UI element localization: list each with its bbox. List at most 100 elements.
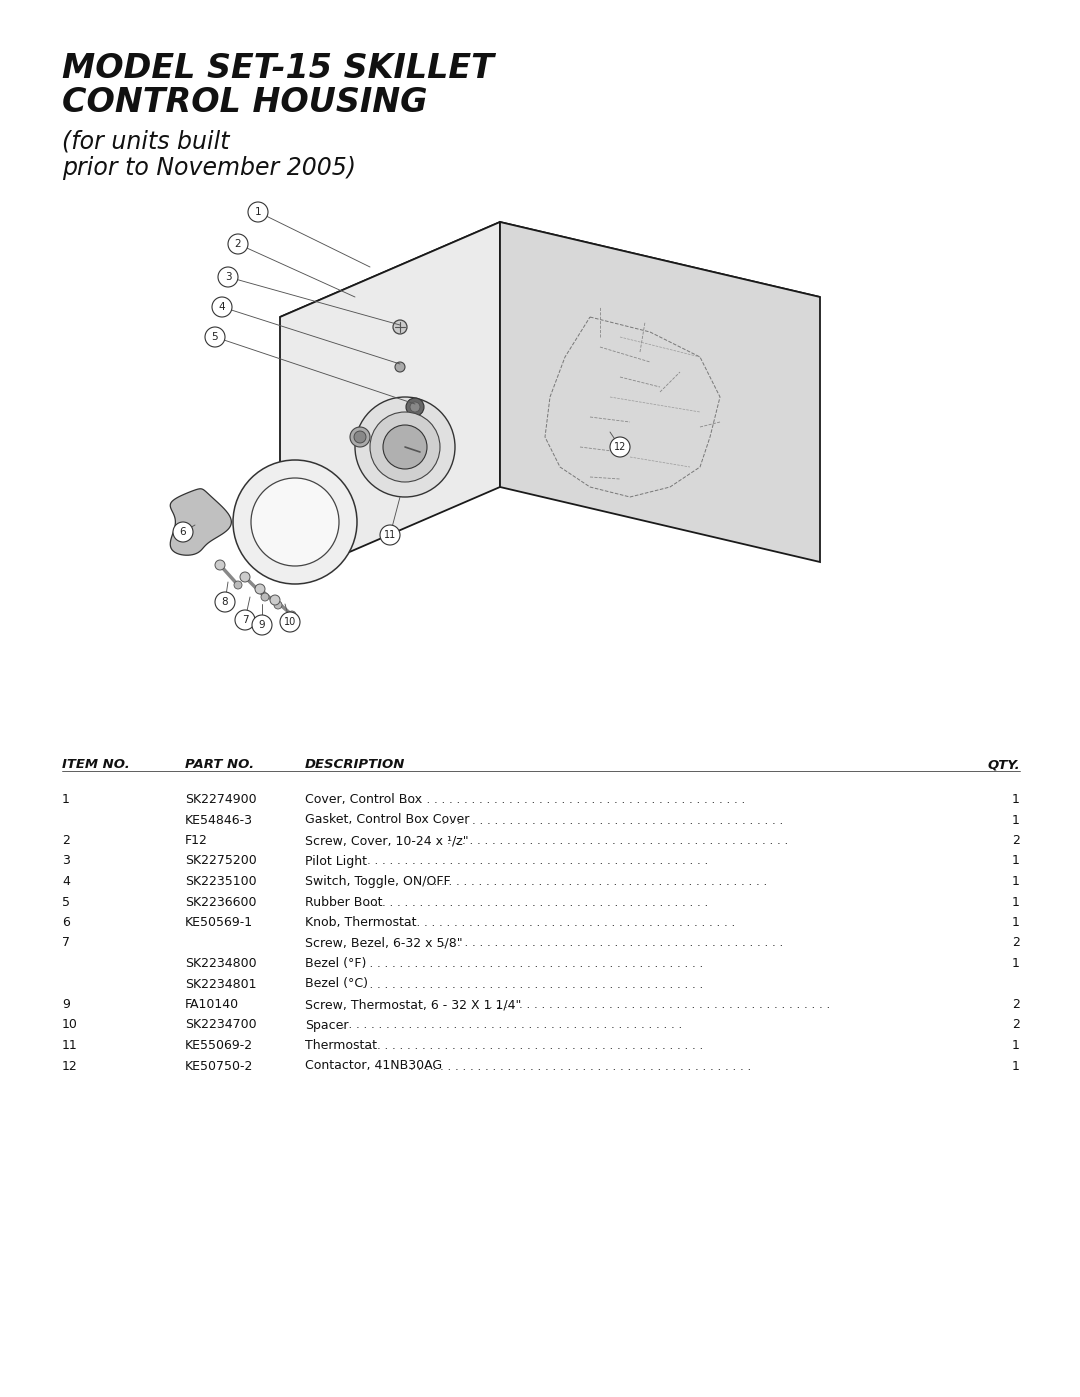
Text: 2: 2 [62, 834, 70, 847]
Text: 2: 2 [234, 239, 241, 249]
Circle shape [215, 560, 225, 570]
Text: QTY.: QTY. [987, 759, 1020, 771]
Text: FA10140: FA10140 [185, 997, 239, 1011]
Circle shape [233, 460, 357, 584]
Text: Screw, Cover, 10-24 x ¹/z": Screw, Cover, 10-24 x ¹/z" [305, 834, 469, 847]
Text: 1: 1 [1012, 855, 1020, 868]
Text: SK2234800: SK2234800 [185, 957, 257, 970]
Text: 1: 1 [1012, 1039, 1020, 1052]
Text: 1: 1 [62, 793, 70, 806]
Text: CONTROL HOUSING: CONTROL HOUSING [62, 87, 428, 119]
Text: 1: 1 [255, 207, 261, 217]
Text: SK2234801: SK2234801 [185, 978, 257, 990]
Circle shape [205, 327, 225, 346]
Circle shape [252, 615, 272, 636]
Text: Contactor, 41NB30AG: Contactor, 41NB30AG [305, 1059, 442, 1073]
Text: Thermostat: Thermostat [305, 1039, 377, 1052]
Circle shape [406, 398, 424, 416]
Text: SK2234700: SK2234700 [185, 1018, 257, 1031]
Circle shape [270, 595, 280, 605]
Text: . . . . . . . . . . . . . . . . . . . . . . . . . . . . . . . . . . . . . . . . : . . . . . . . . . . . . . . . . . . . . … [362, 957, 703, 970]
Circle shape [274, 601, 282, 609]
Text: SK2236600: SK2236600 [185, 895, 257, 908]
Text: 2: 2 [1012, 997, 1020, 1011]
Text: SK2275200: SK2275200 [185, 855, 257, 868]
Circle shape [610, 437, 630, 457]
Circle shape [251, 478, 339, 566]
Text: 3: 3 [62, 855, 70, 868]
Text: KE55069-2: KE55069-2 [185, 1039, 253, 1052]
Text: . . . . . . . . . . . . . . . . . . . . . . . . . . . . . . . . . . . . . . . . : . . . . . . . . . . . . . . . . . . . . … [404, 793, 745, 806]
Text: 12: 12 [613, 441, 626, 453]
Text: . . . . . . . . . . . . . . . . . . . . . . . . . . . . . . . . . . . . . . . . : . . . . . . . . . . . . . . . . . . . . … [409, 1059, 751, 1073]
Circle shape [370, 412, 440, 482]
Circle shape [395, 362, 405, 372]
Circle shape [215, 592, 235, 612]
Text: Pilot Light: Pilot Light [305, 855, 367, 868]
Text: KE50750-2: KE50750-2 [185, 1059, 254, 1073]
Text: 1: 1 [1012, 895, 1020, 908]
Text: (for units built: (for units built [62, 130, 229, 154]
Text: DESCRIPTION: DESCRIPTION [305, 759, 405, 771]
Polygon shape [280, 222, 500, 583]
Text: 5: 5 [212, 332, 218, 342]
Text: Screw, Thermostat, 6 - 32 X 1 1/4": Screw, Thermostat, 6 - 32 X 1 1/4" [305, 997, 522, 1011]
Text: prior to November 2005): prior to November 2005) [62, 156, 356, 180]
Circle shape [380, 525, 400, 545]
Circle shape [228, 235, 248, 254]
Text: 2: 2 [1012, 834, 1020, 847]
Text: . . . . . . . . . . . . . . . . . . . . . . . . . . . . . . . . . . . . . . . . : . . . . . . . . . . . . . . . . . . . . … [447, 834, 788, 847]
Circle shape [393, 320, 407, 334]
Text: 10: 10 [62, 1018, 78, 1031]
Text: . . . . . . . . . . . . . . . . . . . . . . . . . . . . . . . . . . . . . . . . : . . . . . . . . . . . . . . . . . . . . … [442, 813, 783, 827]
Text: . . . . . . . . . . . . . . . . . . . . . . . . . . . . . . . . . . . . . . . . : . . . . . . . . . . . . . . . . . . . . … [367, 855, 708, 868]
Circle shape [410, 402, 420, 412]
Text: . . . . . . . . . . . . . . . . . . . . . . . . . . . . . . . . . . . . . . . . : . . . . . . . . . . . . . . . . . . . . … [489, 997, 831, 1011]
Text: Bezel (°C): Bezel (°C) [305, 978, 368, 990]
Text: SK2274900: SK2274900 [185, 793, 257, 806]
Circle shape [248, 203, 268, 222]
Text: 11: 11 [62, 1039, 78, 1052]
Text: Screw, Bezel, 6-32 x 5/8": Screw, Bezel, 6-32 x 5/8" [305, 936, 462, 950]
Text: 12: 12 [62, 1059, 78, 1073]
Text: . . . . . . . . . . . . . . . . . . . . . . . . . . . . . . . . . . . . . . . . : . . . . . . . . . . . . . . . . . . . . … [442, 936, 783, 950]
Polygon shape [171, 489, 231, 555]
Text: . . . . . . . . . . . . . . . . . . . . . . . . . . . . . . . . . . . . . . . . : . . . . . . . . . . . . . . . . . . . . … [341, 1018, 683, 1031]
Text: . . . . . . . . . . . . . . . . . . . . . . . . . . . . . . . . . . . . . . . . : . . . . . . . . . . . . . . . . . . . . … [362, 1039, 703, 1052]
Text: ITEM NO.: ITEM NO. [62, 759, 130, 771]
Text: SK2235100: SK2235100 [185, 875, 257, 888]
Text: 1: 1 [1012, 875, 1020, 888]
Text: 1: 1 [1012, 793, 1020, 806]
Text: 6: 6 [179, 527, 187, 536]
Text: Switch, Toggle, ON/OFF: Switch, Toggle, ON/OFF [305, 875, 450, 888]
Text: MODEL SET-15 SKILLET: MODEL SET-15 SKILLET [62, 52, 494, 85]
Circle shape [173, 522, 193, 542]
Polygon shape [500, 222, 820, 562]
Circle shape [212, 298, 232, 317]
Circle shape [234, 581, 242, 590]
Text: 7: 7 [62, 936, 70, 950]
Text: 1: 1 [1012, 813, 1020, 827]
Circle shape [261, 592, 269, 601]
Circle shape [355, 397, 455, 497]
Text: Bezel (°F): Bezel (°F) [305, 957, 366, 970]
Text: 9: 9 [259, 620, 266, 630]
Text: KE54846-3: KE54846-3 [185, 813, 253, 827]
Polygon shape [280, 222, 820, 393]
Circle shape [235, 610, 255, 630]
Text: Knob, Thermostat: Knob, Thermostat [305, 916, 417, 929]
Circle shape [350, 427, 370, 447]
Text: . . . . . . . . . . . . . . . . . . . . . . . . . . . . . . . . . . . . . . . . : . . . . . . . . . . . . . . . . . . . . … [367, 895, 708, 908]
Text: 1: 1 [1012, 916, 1020, 929]
Circle shape [383, 425, 427, 469]
Circle shape [255, 584, 265, 594]
Text: 2: 2 [1012, 1018, 1020, 1031]
Text: 4: 4 [218, 302, 226, 312]
Text: . . . . . . . . . . . . . . . . . . . . . . . . . . . . . . . . . . . . . . . . : . . . . . . . . . . . . . . . . . . . . … [394, 916, 735, 929]
Text: Spacer: Spacer [305, 1018, 349, 1031]
Text: 1: 1 [1012, 957, 1020, 970]
Text: 4: 4 [62, 875, 70, 888]
Text: Rubber Boot: Rubber Boot [305, 895, 382, 908]
Text: 9: 9 [62, 997, 70, 1011]
Text: PART NO.: PART NO. [185, 759, 254, 771]
